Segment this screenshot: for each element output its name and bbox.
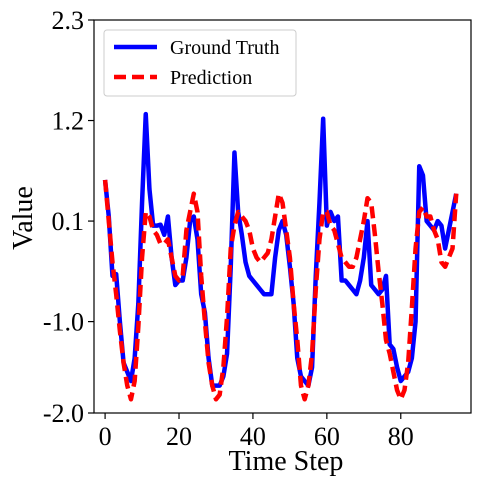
- x-tick-label: 40: [240, 422, 266, 451]
- plot-frame: [93, 19, 472, 414]
- y-tick-label: 1.2: [52, 107, 85, 136]
- x-tick-label: 20: [166, 422, 192, 451]
- x-axis-title: Time Step: [229, 446, 344, 477]
- x-axis: 0 20 40 60 80: [99, 413, 414, 451]
- y-tick-label: -2.0: [43, 399, 84, 428]
- legend-label-ground-truth: Ground Truth: [170, 37, 279, 59]
- x-tick-label: 80: [388, 422, 414, 451]
- x-tick-label: 60: [314, 422, 340, 451]
- series-line-ground-truth: [102, 111, 459, 388]
- series-line-prediction: [102, 179, 459, 402]
- y-tick-label: 0.1: [52, 207, 85, 236]
- y-axis: -2.0 -1.0 0.1 1.2 2.3: [43, 6, 94, 428]
- legend-label-prediction: Prediction: [170, 67, 252, 89]
- y-tick-label: 2.3: [52, 6, 85, 35]
- y-axis-title: Value: [8, 186, 39, 250]
- legend: Ground Truth Prediction: [103, 29, 297, 97]
- y-tick-label: -1.0: [43, 308, 84, 337]
- series-layer: [102, 111, 459, 402]
- x-tick-label: 0: [99, 422, 112, 451]
